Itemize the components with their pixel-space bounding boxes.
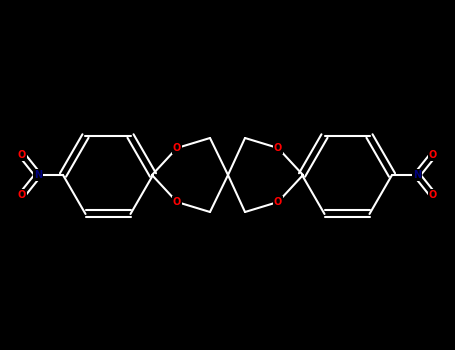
Text: O: O — [173, 143, 181, 153]
Text: O: O — [429, 190, 437, 200]
Text: N: N — [413, 170, 421, 180]
Text: O: O — [173, 197, 181, 207]
Text: N: N — [34, 170, 42, 180]
Text: O: O — [274, 143, 282, 153]
Text: O: O — [274, 197, 282, 207]
Text: O: O — [18, 150, 26, 160]
Text: O: O — [429, 150, 437, 160]
Text: O: O — [18, 190, 26, 200]
